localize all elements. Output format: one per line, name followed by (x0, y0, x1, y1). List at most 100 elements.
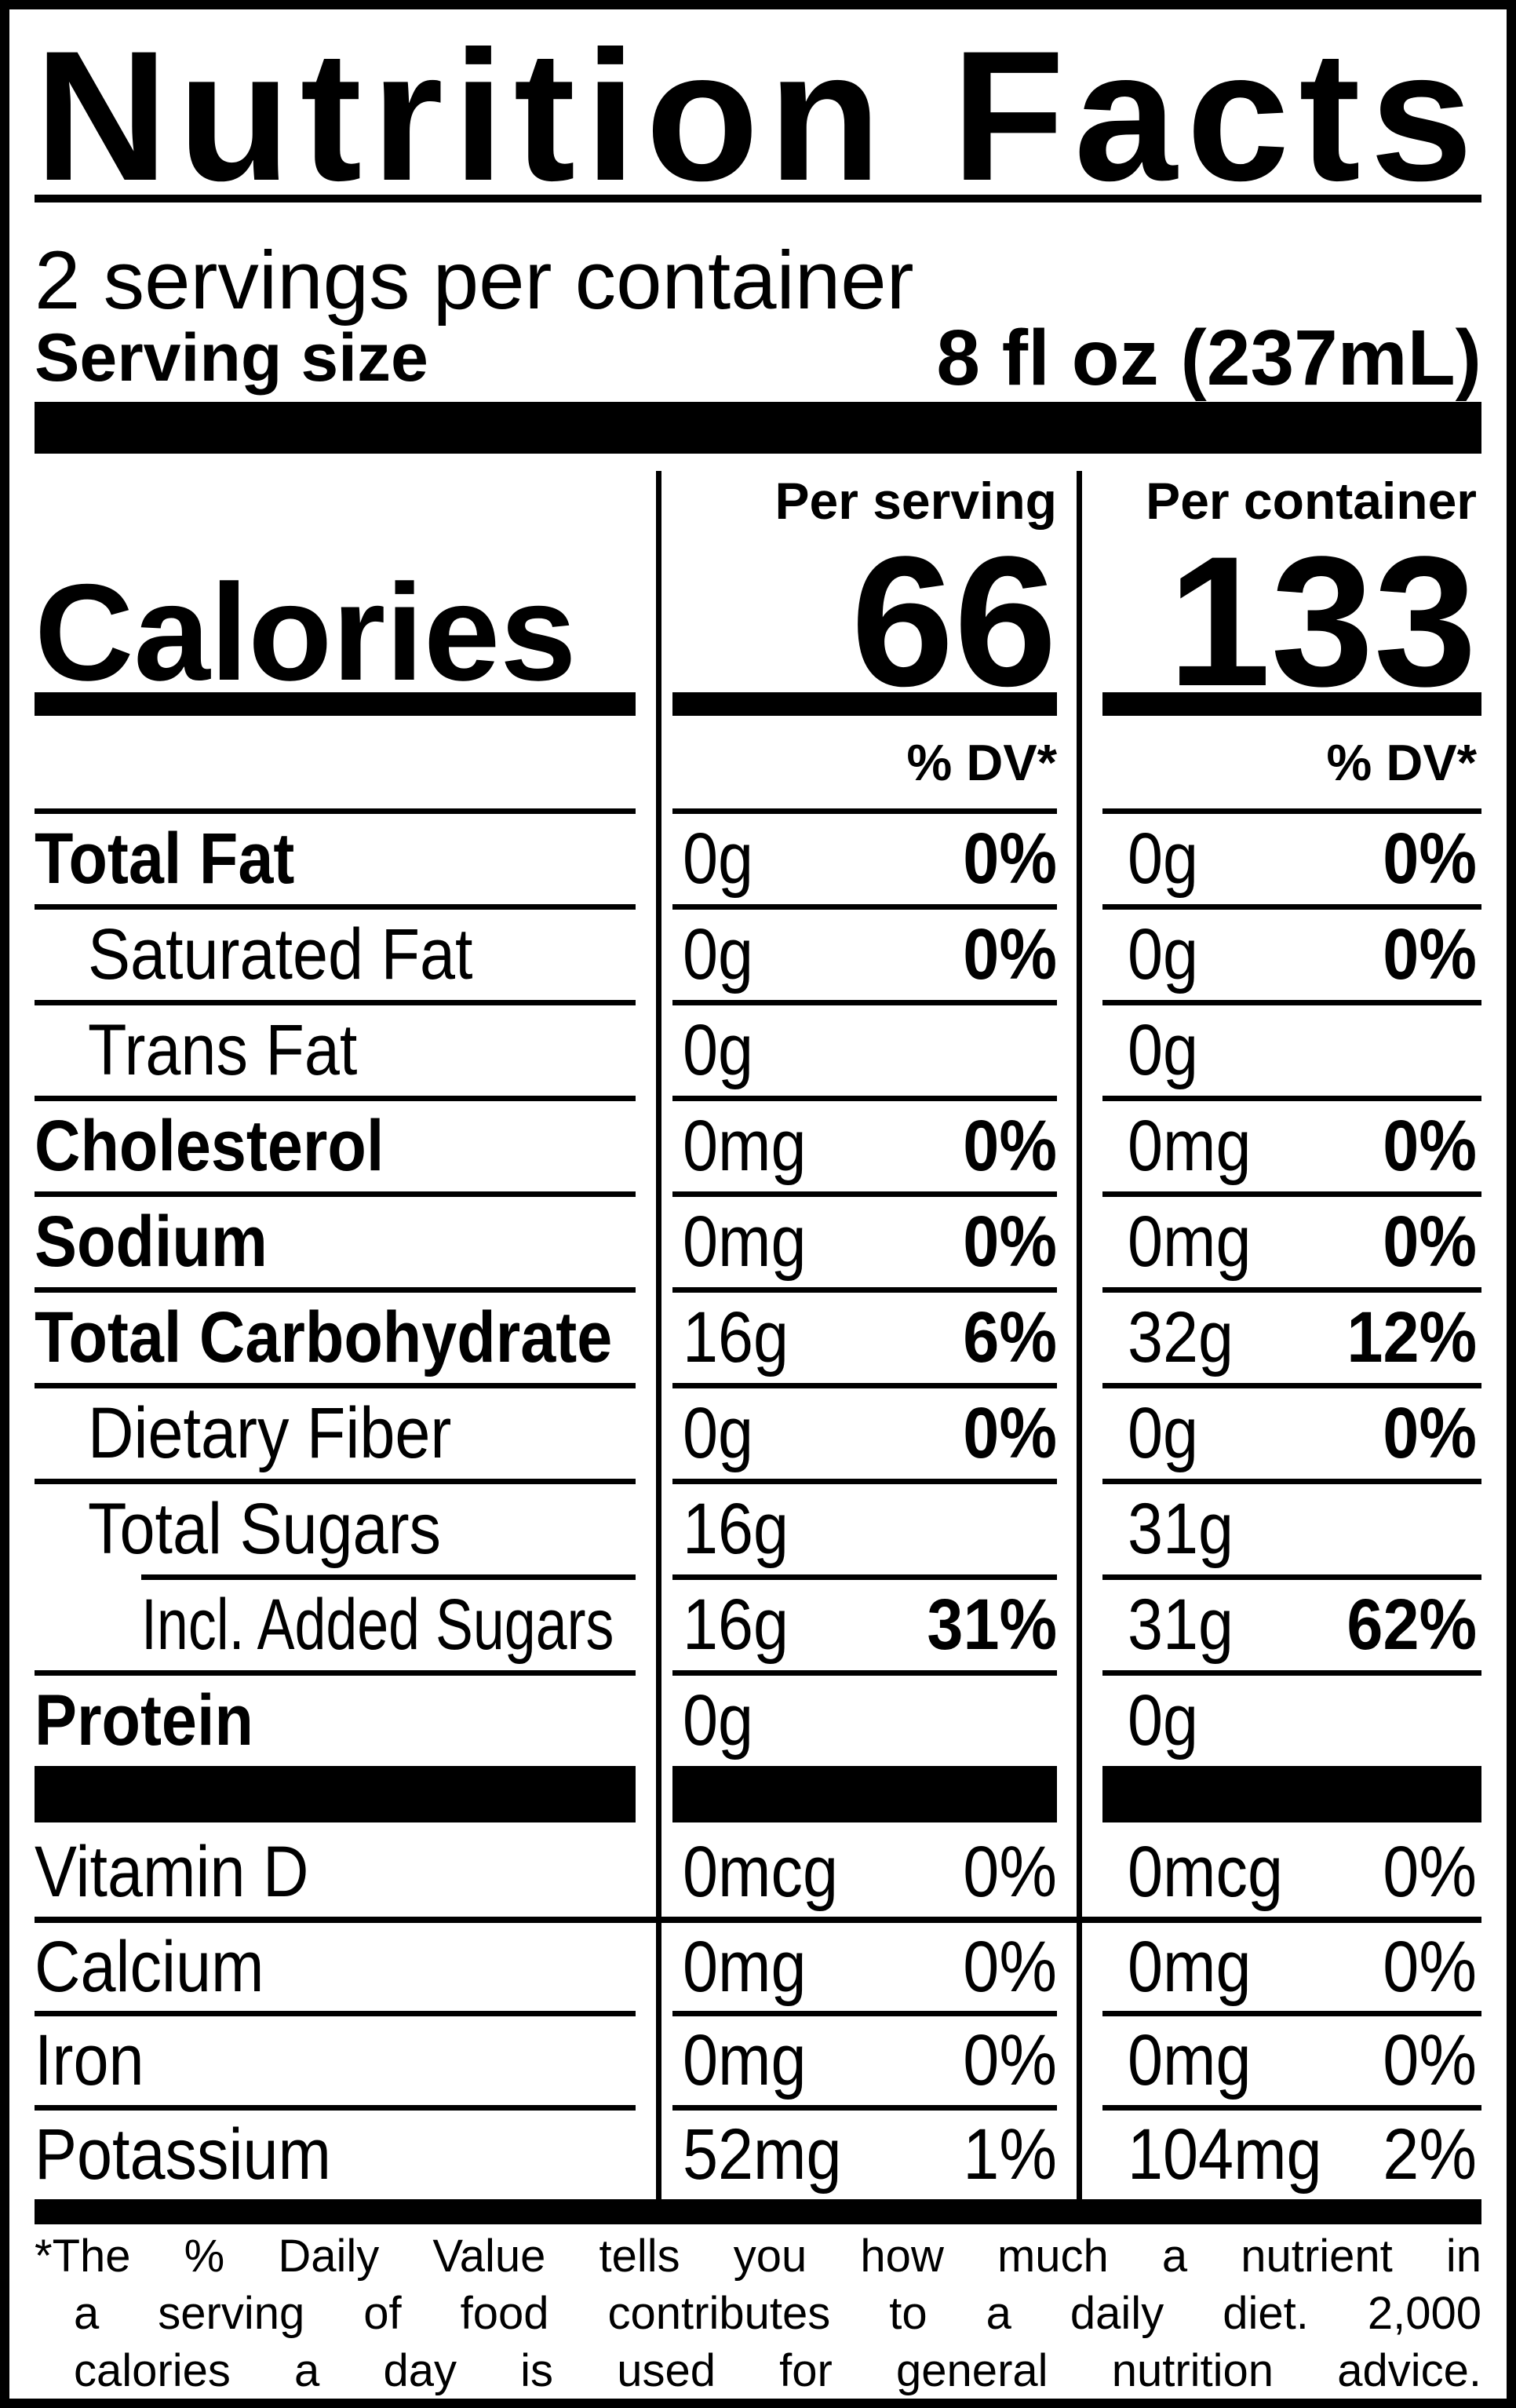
nutrient-value-cell: 0mg 0% (1082, 1191, 1481, 1287)
column-header-spacer (35, 471, 656, 531)
nutrient-amount: 0g (1128, 914, 1199, 994)
column-header-row: Per serving Per container (35, 471, 1481, 531)
nutrient-amount: 0mcg (1128, 1832, 1283, 1912)
nutrient-daily-value: 0% (1383, 1926, 1477, 2007)
nutrient-row: Dietary Fiber 0g 0% 0g 0% (35, 1383, 1481, 1479)
nutrient-amount: 0g (683, 819, 754, 899)
nutrient-amount: 0mcg (683, 1832, 838, 1912)
nutrient-daily-value: 0% (963, 1106, 1057, 1186)
column-divider-1 (656, 471, 661, 2199)
nutrient-value-cell: 32g 12% (1082, 1287, 1481, 1383)
nutrient-value-cell: 0g 0% (661, 904, 1077, 1000)
nutrient-amount: 0mg (1128, 1106, 1252, 1186)
nutrient-value-cell: 0g 0% (661, 1383, 1077, 1479)
nutrient-amount: 0mg (1128, 1926, 1252, 2007)
nutrient-row: Protein 0g 0g (35, 1670, 1481, 1766)
nutrient-value-cell: 0mg 0% (661, 1096, 1077, 1191)
separator-segment (672, 1766, 1057, 1822)
nutrient-label-cell: Sodium (35, 1191, 656, 1287)
nutrient-amount: 52mg (683, 2114, 842, 2195)
nutrient-amount: 0g (1128, 1010, 1199, 1090)
nutrient-label-cell: Incl. Added Sugars (35, 1574, 656, 1670)
nutrient-value-cell: 0g (1082, 1670, 1481, 1766)
calories-underline-row (35, 692, 1481, 716)
vitamin-rows: Vitamin D 0mcg 0% 0mcg 0% Calcium 0mg 0% 0mg 0% Ir… (35, 1822, 1481, 2199)
nutrient-label-cell: Trans Fat (35, 1000, 656, 1096)
calories-underline-segment (1102, 692, 1481, 716)
nutrient-value-cell: 0mg 0% (661, 2011, 1077, 2105)
calories-label: Calories (35, 556, 577, 710)
vitamin-row: Iron 0mg 0% 0mg 0% (35, 2011, 1481, 2105)
nutrient-value-cell: 16g 6% (661, 1287, 1077, 1383)
nutrient-label-cell: Potassium (35, 2105, 656, 2199)
nutrient-amount: 16g (683, 1585, 789, 1665)
nutrient-value-cell: 0g 0% (1082, 808, 1481, 904)
nutrient-row: Incl. Added Sugars 16g 31% 31g 62% (35, 1574, 1481, 1670)
nutrient-amount: 0g (683, 1393, 754, 1473)
nutrient-daily-value: 0% (1383, 819, 1477, 899)
nutrient-daily-value: 0% (1383, 1393, 1477, 1473)
nutrient-label-cell: Total Fat (35, 808, 656, 904)
nutrient-amount: 0g (1128, 1680, 1199, 1760)
nutrient-label-cell: Total Sugars (35, 1479, 656, 1574)
nutrient-daily-value: 6% (963, 1297, 1057, 1377)
nutrient-amount: 0g (683, 914, 754, 994)
nutrient-value-cell: 0mg 0% (661, 1923, 1077, 2011)
nutrient-value-cell: 0g (661, 1670, 1077, 1766)
nutrient-amount: 0g (683, 1680, 754, 1760)
nutrient-row: Cholesterol 0mg 0% 0mg 0% (35, 1096, 1481, 1191)
per-container-header: Per container (1146, 472, 1477, 530)
nutrient-value-cell: 0g (1082, 1000, 1481, 1096)
nutrient-daily-value: 0% (1383, 2020, 1477, 2100)
nutrient-amount: 0mg (683, 1106, 807, 1186)
calories-row: Calories 66 133 (35, 529, 1481, 714)
nutrient-amount: 0g (1128, 819, 1199, 899)
nutrient-amount: 0g (683, 1010, 754, 1090)
nutrient-row: Total Sugars 16g 31g (35, 1479, 1481, 1574)
nutrient-daily-value: 0% (1383, 914, 1477, 994)
nutrient-daily-value: 0% (963, 1393, 1057, 1473)
nutrient-daily-value: 0% (963, 819, 1057, 899)
nutrient-label: Protein (35, 1680, 253, 1760)
nutrient-label-cell: Iron (35, 2011, 656, 2105)
calories-underline-segment (35, 692, 636, 716)
nutrient-label-cell: Protein (35, 1670, 656, 1766)
calories-label-cell: Calories (35, 531, 656, 702)
nutrient-label: Cholesterol (35, 1106, 384, 1186)
nutrient-daily-value: 0% (963, 1832, 1057, 1912)
nutrient-amount: 0mg (683, 1926, 807, 2007)
nutrient-amount: 104mg (1128, 2114, 1322, 2195)
vitamin-row: Vitamin D 0mcg 0% 0mcg 0% (35, 1822, 1481, 1917)
nutrient-value-cell: 0g 0% (1082, 904, 1481, 1000)
nutrient-label-cell: Cholesterol (35, 1096, 656, 1191)
nutrient-value-cell: 0mcg 0% (1082, 1822, 1481, 1917)
nutrient-label: Potassium (35, 2114, 331, 2195)
nutrient-amount: 31g (1128, 1585, 1234, 1665)
nutrient-row: Saturated Fat 0g 0% 0g 0% (35, 904, 1481, 1000)
separator-segment (1102, 1766, 1481, 1822)
nutrient-amount: 16g (683, 1489, 789, 1569)
calories-per-container-cell: 133 (1082, 529, 1481, 714)
separator-bar-thick (35, 402, 1481, 454)
nutrition-table: Per serving Per container Calories 66 13… (35, 471, 1481, 2199)
daily-value-footnote: *The % Daily Value tells you how much a … (35, 2227, 1481, 2399)
nutrient-daily-value: 0% (963, 1926, 1057, 2007)
serving-size-row: Serving size 8 fl oz (237mL) (35, 314, 1481, 402)
calories-per-container-value: 133 (1168, 518, 1477, 725)
nutrient-label: Sodium (35, 1202, 268, 1282)
nutrient-label: Calcium (35, 1926, 264, 2007)
nutrient-row: Sodium 0mg 0% 0mg 0% (35, 1191, 1481, 1287)
nutrient-label: Total Carbohydrate (35, 1297, 613, 1377)
nutrient-value-cell: 0g (661, 1000, 1077, 1096)
nutrient-value-cell: 16g 31% (661, 1574, 1077, 1670)
nutrient-value-cell: 31g (1082, 1479, 1481, 1574)
footnote-line: a serving of food contributes to a daily… (74, 2288, 1481, 2339)
nutrient-label-cell: Vitamin D (35, 1822, 656, 1917)
nutrient-value-cell: 104mg 2% (1082, 2105, 1481, 2199)
servings-per-container: 2 servings per container (35, 235, 914, 327)
nutrient-daily-value: 12% (1347, 1297, 1477, 1377)
nutrient-label-cell: Saturated Fat (35, 904, 656, 1000)
nutrient-value-cell: 31g 62% (1082, 1574, 1481, 1670)
calories-per-serving-value: 66 (851, 518, 1057, 725)
